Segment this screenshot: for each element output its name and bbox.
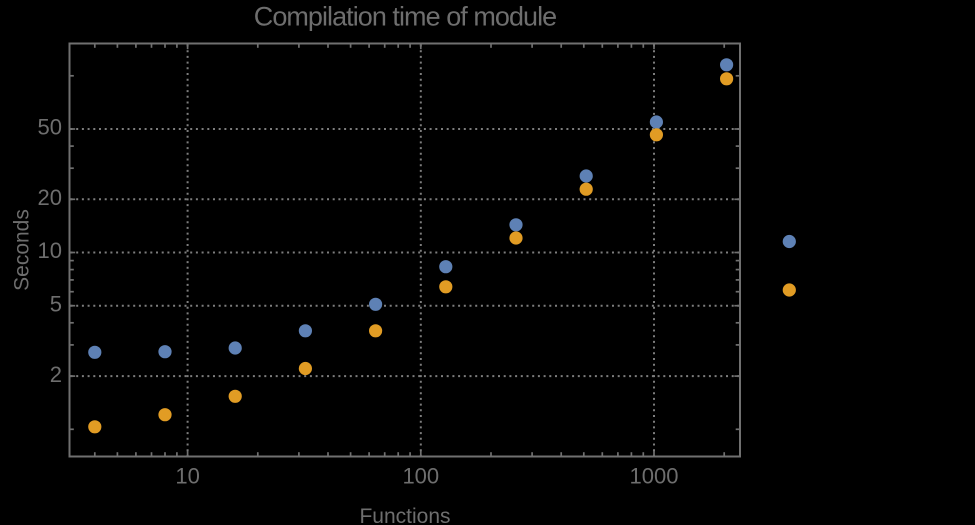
svg-text:10: 10	[38, 238, 62, 263]
svg-text:2: 2	[50, 362, 62, 387]
svg-text:1000: 1000	[630, 464, 679, 489]
svg-text:Functions: Functions	[359, 505, 450, 525]
svg-text:10: 10	[175, 464, 199, 489]
svg-text:5: 5	[50, 291, 62, 316]
svg-text:20: 20	[38, 185, 62, 210]
svg-text:Seconds: Seconds	[11, 209, 34, 291]
svg-text:100: 100	[402, 464, 439, 489]
svg-text:Compilation time of module: Compilation time of module	[254, 2, 556, 32]
svg-text:50: 50	[38, 115, 62, 140]
